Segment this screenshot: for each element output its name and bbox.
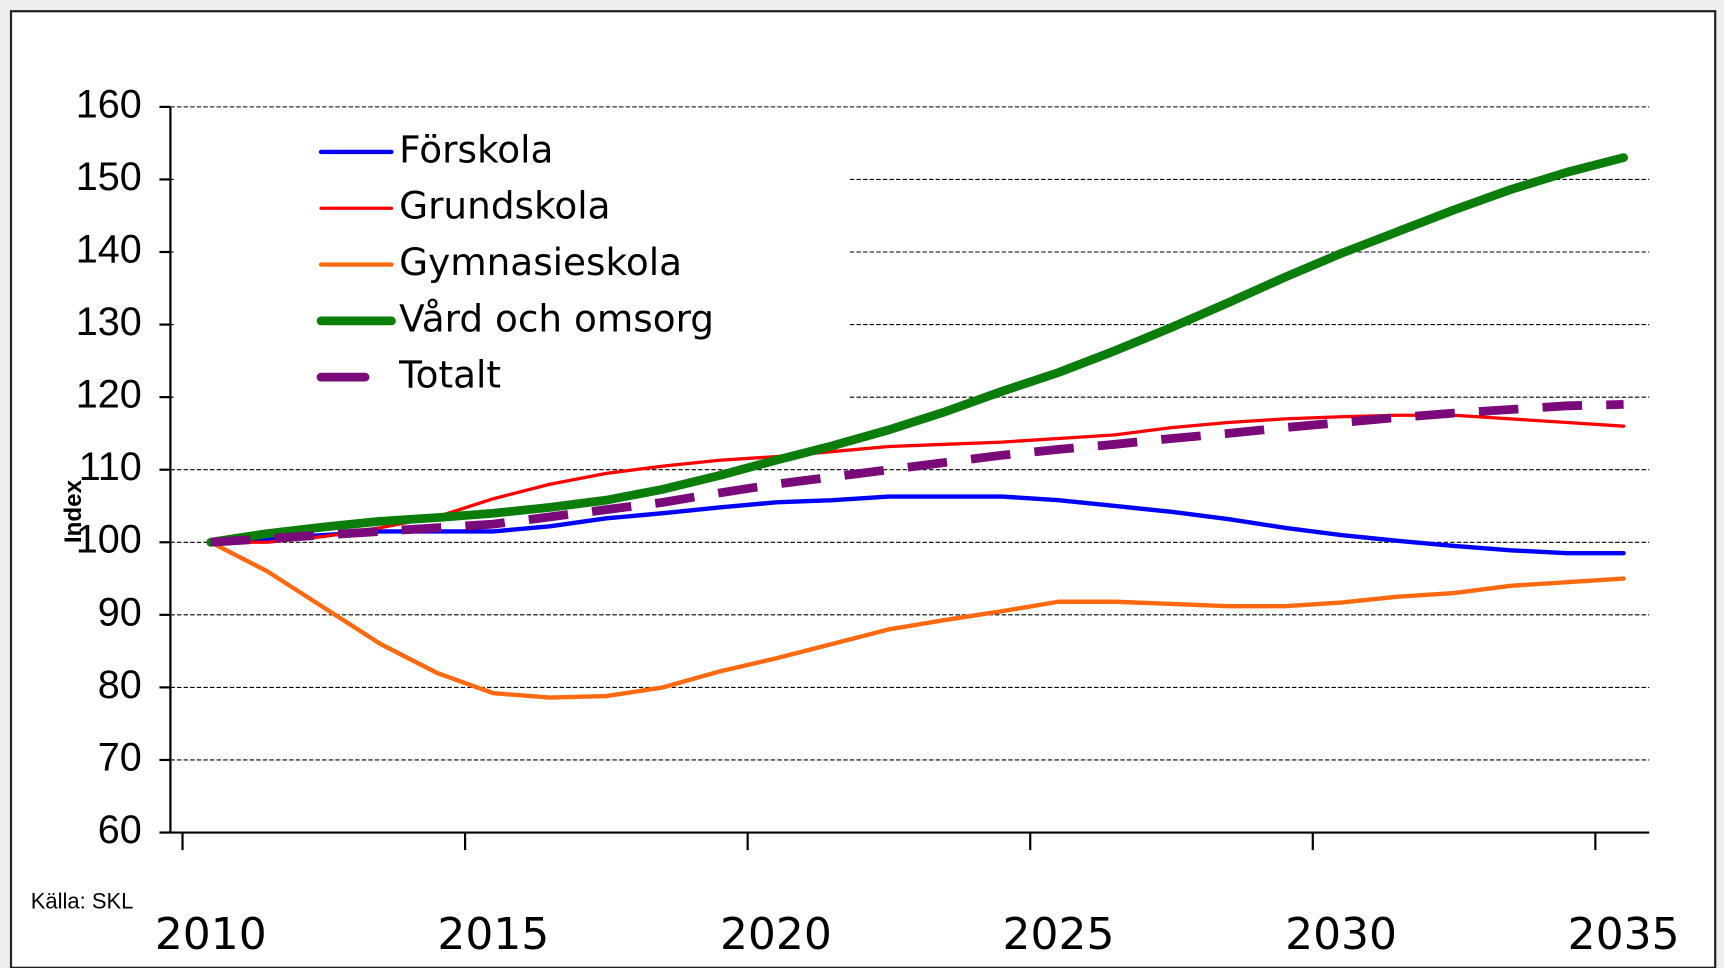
source-note: Källa: SKL xyxy=(31,889,134,914)
y-tick-label: 100 xyxy=(76,518,142,562)
y-tick-label: 120 xyxy=(76,373,142,417)
y-tick-label: 60 xyxy=(98,808,142,852)
x-tick-label: 2010 xyxy=(155,909,267,960)
y-tick-label: 90 xyxy=(98,590,142,634)
series-line xyxy=(208,540,1626,700)
legend-background xyxy=(173,114,849,408)
x-tick-label: 2030 xyxy=(1285,909,1397,960)
y-axis-label: Index xyxy=(60,479,87,543)
y-tick-label: 150 xyxy=(76,155,142,199)
series-line xyxy=(206,153,1629,547)
y-tick-label: 70 xyxy=(98,735,142,779)
y-tick-label: 160 xyxy=(76,82,142,126)
legend-label: Gymnasieskola xyxy=(399,240,682,284)
legend-entries: Förskola Grundskola Gymnasieskola Vård och … xyxy=(316,127,714,397)
y-tick-label: 140 xyxy=(76,227,142,271)
series-line xyxy=(208,494,1626,556)
legend-label: Vård och omsorg xyxy=(399,296,714,340)
y-tick-label: 110 xyxy=(79,445,142,489)
legend-label: Totalt xyxy=(398,353,501,397)
y-tick-label: 80 xyxy=(98,663,142,707)
legend xyxy=(173,114,849,408)
x-tick-label: 2020 xyxy=(720,909,832,960)
x-tick-label: 2025 xyxy=(1003,909,1115,960)
legend-label: Förskola xyxy=(399,127,553,171)
x-tick-label: 2015 xyxy=(437,909,549,960)
y-tick-label: 130 xyxy=(76,300,142,344)
legend-label: Grundskola xyxy=(399,184,610,228)
series-line xyxy=(210,400,1624,547)
x-tick-label: 2035 xyxy=(1568,909,1680,960)
